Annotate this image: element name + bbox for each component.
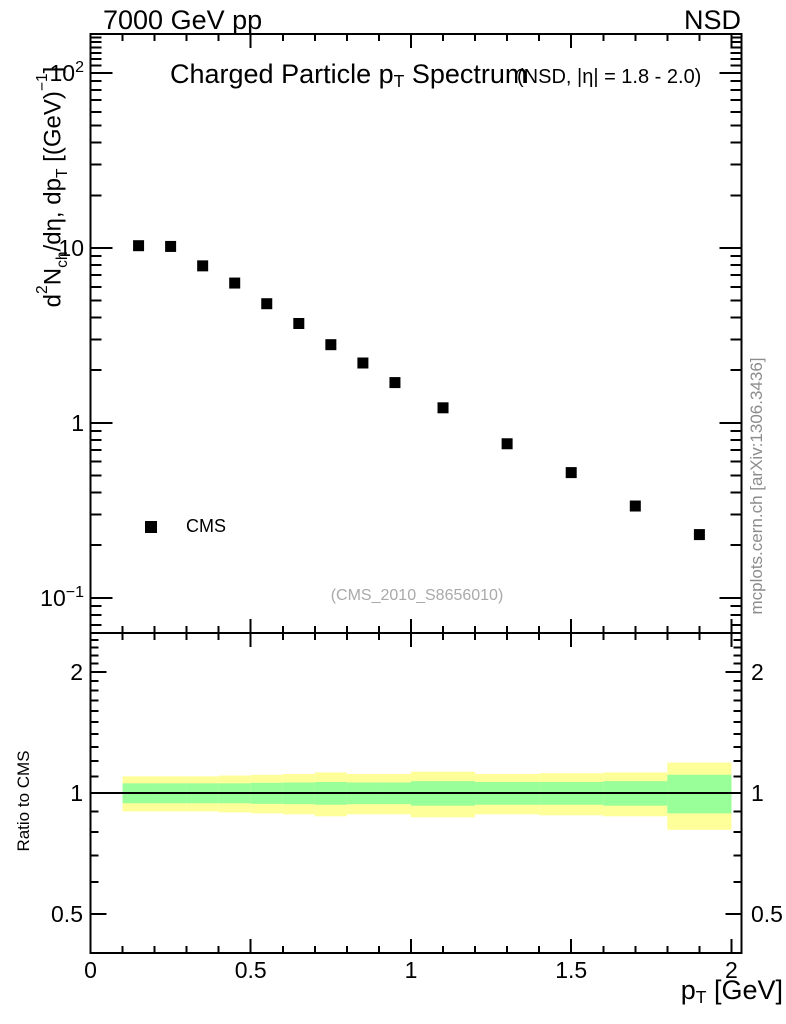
svg-text:10: 10 — [58, 235, 84, 261]
svg-text:0.5: 0.5 — [51, 901, 83, 927]
legend-label-cms: CMS — [186, 516, 226, 536]
svg-text:0.5: 0.5 — [751, 901, 783, 927]
legend-marker-square — [145, 521, 157, 533]
svg-text:0: 0 — [84, 957, 97, 983]
y-axis-title: d2Nch/dη, dpT [(GeV)−1] — [34, 66, 72, 308]
x-axis-title: pT [GeV] — [680, 975, 783, 1007]
svg-text:1: 1 — [405, 957, 418, 983]
svg-text:1: 1 — [751, 780, 764, 806]
beam-energy-label: 7000 GeV pp — [103, 5, 263, 35]
svg-text:2: 2 — [725, 957, 738, 983]
svg-text:1.5: 1.5 — [555, 957, 587, 983]
plot-title: Charged Particle pT Spectrum — [170, 59, 528, 91]
mcplots-arxiv-note: mcplots.cern.ch [arXiv:1306.3436] — [747, 357, 766, 615]
svg-text:0.5: 0.5 — [235, 957, 267, 983]
svg-text:10−1: 10−1 — [40, 584, 84, 611]
analysis-watermark: (CMS_2010_S8656010) — [330, 587, 504, 604]
plot-title-suffix: (NSD, |η| = 1.8 - 2.0) — [517, 66, 702, 88]
svg-text:102: 102 — [50, 59, 85, 86]
svg-text:1: 1 — [70, 780, 83, 806]
svg-text:2: 2 — [751, 659, 764, 685]
svg-text:1: 1 — [71, 410, 84, 436]
ratio-y-axis-title: Ratio to CMS — [14, 750, 33, 852]
event-class-label: NSD — [683, 5, 741, 35]
svg-text:2: 2 — [70, 659, 83, 685]
